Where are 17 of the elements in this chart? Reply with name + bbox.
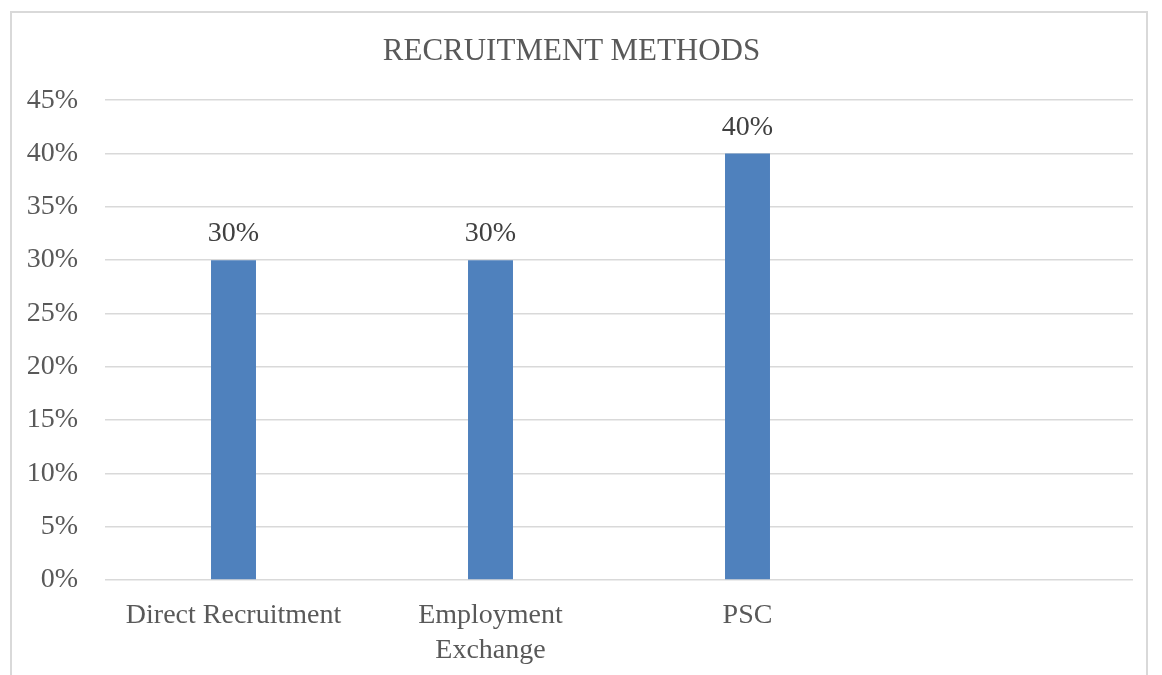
y-tick-label: 10% (26, 455, 78, 487)
data-label: 30% (464, 216, 517, 248)
data-label: 30% (207, 216, 260, 248)
y-tick-label: 0% (40, 562, 78, 594)
data-label: 40% (721, 109, 774, 141)
y-tick-label: 40% (26, 135, 78, 167)
y-tick-label: 5% (40, 509, 78, 541)
y-tick-label: 35% (26, 189, 78, 221)
chart-title: RECRUITMENT METHODS (382, 31, 761, 67)
y-tick-label: 30% (26, 242, 78, 274)
y-tick-label: 15% (26, 402, 78, 434)
y-tick-label: 45% (26, 82, 78, 114)
x-tick-label: PSC (722, 597, 773, 629)
x-tick-label: Employment Exchange (418, 597, 564, 664)
y-tick-label: 20% (26, 349, 78, 381)
y-tick-label: 25% (26, 295, 78, 327)
x-tick-label: Direct Recruitment (125, 597, 342, 629)
